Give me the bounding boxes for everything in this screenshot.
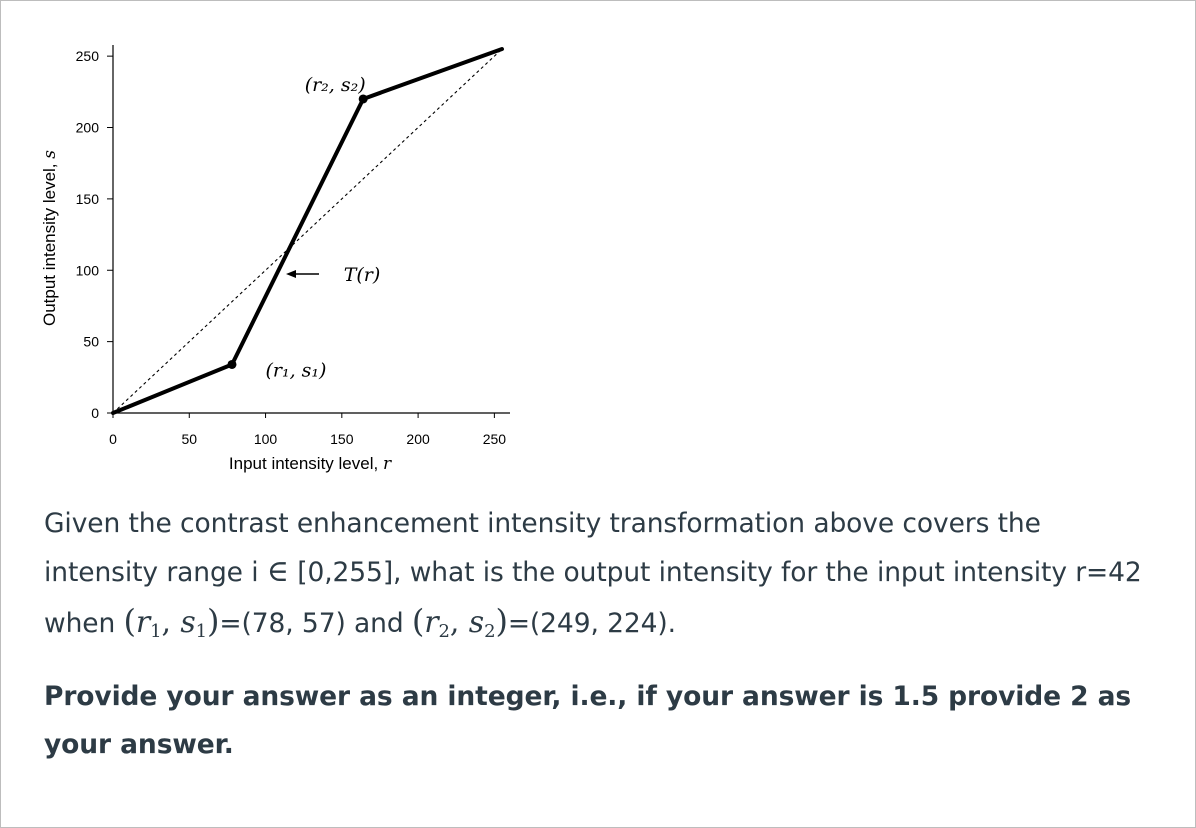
close-paren: ) (207, 602, 220, 640)
point1-value: =(78, 57) and (219, 608, 412, 639)
math-s2: s2 (468, 605, 496, 642)
question-intro: Given the contrast enhancement intensity… (44, 508, 1041, 588)
point1-annotation: (r₁, s₁) (265, 359, 326, 381)
subscript: 2 (484, 621, 496, 642)
y-tick-label: 200 (76, 120, 100, 136)
y-axis-label: Output intensity level, s (40, 150, 60, 326)
y-axis-var: s (40, 150, 60, 159)
close-paren: ) (495, 602, 508, 640)
question-range: [0,255], what is the output intensity fo… (44, 557, 1142, 639)
x-tick-label: 100 (254, 431, 278, 447)
identity-line (112, 48, 503, 414)
math-r2: r2 (424, 605, 450, 642)
x-tick-label: 250 (483, 431, 507, 447)
question-text: Given the contrast enhancement intensity… (44, 500, 1154, 651)
var-s: s (180, 605, 196, 640)
open-paren: ( (411, 602, 425, 640)
question-block: Given the contrast enhancement intensity… (44, 500, 1154, 769)
math-r1: r1 (135, 605, 162, 642)
y-tick-label: 150 (76, 191, 100, 207)
subscript: 2 (438, 621, 450, 642)
comma: , (449, 605, 469, 640)
x-tick-label: 150 (330, 431, 354, 447)
control-point (358, 94, 368, 104)
point2-annotation: (r₂, s₂) (305, 74, 366, 96)
y-tick-label: 100 (76, 262, 100, 278)
answer-instruction: Provide your answer as an integer, i.e.,… (44, 681, 1132, 760)
x-tick-label: 200 (406, 431, 430, 447)
y-tick-label: 0 (91, 405, 99, 421)
annotation-arrow-head (286, 270, 296, 278)
y-tick-label: 250 (76, 48, 100, 64)
subscript: 1 (150, 621, 162, 642)
x-tick-label: 50 (181, 431, 197, 447)
var-r: r (135, 605, 151, 640)
math-s1: s1 (180, 605, 208, 642)
element-of-symbol: ∈ (266, 554, 289, 589)
subscript: 1 (195, 621, 208, 642)
var-s: s (468, 605, 485, 640)
x-axis-var: r (383, 454, 392, 474)
comma: , (161, 605, 181, 640)
x-axis-label: Input intensity level, r (229, 454, 392, 474)
control-point (227, 359, 237, 369)
x-tick-label: 0 (109, 431, 117, 447)
y-tick-label: 50 (83, 334, 99, 350)
transformation-chart: 0 50 100 150 200 250 0 50 100 150 200 250 Input inte… (40, 45, 510, 474)
open-paren: ( (123, 602, 136, 640)
var-r: r (424, 605, 439, 640)
transformation-curve (111, 47, 504, 415)
point2-value: =(249, 224). (507, 608, 676, 639)
curve-annotation: T(r) (344, 264, 381, 286)
